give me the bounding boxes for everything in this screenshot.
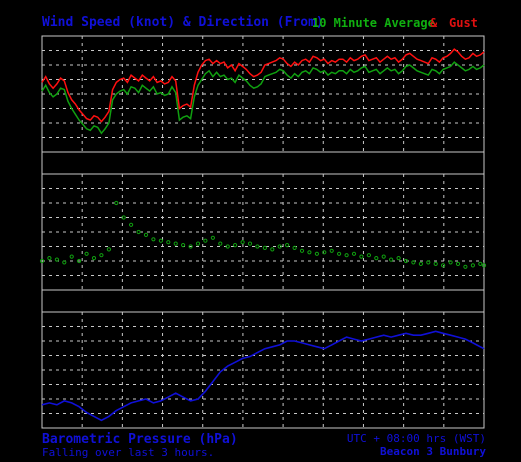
pressure-trend-text: Falling over last 3 hours. bbox=[42, 446, 215, 459]
barometric-pressure-panel bbox=[41, 311, 485, 429]
average-series-line bbox=[41, 61, 485, 135]
direction-point bbox=[84, 251, 89, 256]
legend-10-minute-average: 10 Minute Average bbox=[312, 16, 435, 30]
chart-title: Wind Speed (knot) & Direction (From) bbox=[42, 15, 324, 30]
direction-point bbox=[277, 244, 282, 249]
direction-point bbox=[270, 247, 275, 252]
direction-point bbox=[106, 247, 112, 252]
direction-point bbox=[225, 244, 230, 249]
panel-frame bbox=[41, 311, 485, 429]
panel-frame bbox=[41, 173, 485, 291]
direction-point bbox=[91, 256, 97, 261]
direction-point bbox=[337, 251, 342, 256]
panel-separator bbox=[41, 290, 485, 312]
direction-point bbox=[188, 244, 193, 249]
direction-point bbox=[218, 241, 223, 246]
direction-point bbox=[181, 243, 186, 248]
direction-point bbox=[470, 263, 475, 268]
direction-point bbox=[433, 261, 438, 266]
direction-point bbox=[262, 245, 267, 250]
direction-point bbox=[195, 241, 201, 246]
direction-point bbox=[39, 258, 45, 264]
direction-point bbox=[307, 250, 312, 255]
utc-offset-label: UTC + 08:00 hrs (WST) bbox=[346, 432, 486, 445]
direction-point bbox=[322, 250, 327, 255]
direction-point bbox=[344, 253, 349, 258]
direction-point bbox=[121, 215, 126, 220]
barometric-pressure-title: Barometric Pressure (hPa) bbox=[42, 432, 238, 447]
direction-point bbox=[114, 200, 119, 206]
direction-point bbox=[463, 264, 468, 269]
direction-point bbox=[285, 243, 290, 248]
direction-point bbox=[240, 240, 245, 245]
direction-point bbox=[166, 240, 171, 245]
direction-point bbox=[396, 256, 401, 261]
direction-point bbox=[374, 256, 379, 261]
direction-point bbox=[481, 263, 487, 268]
direction-point bbox=[255, 244, 260, 249]
direction-point bbox=[129, 222, 134, 227]
direction-point bbox=[54, 257, 60, 262]
gust-series-line bbox=[41, 48, 485, 123]
direction-point bbox=[418, 261, 423, 266]
direction-point bbox=[69, 254, 74, 259]
direction-point bbox=[158, 238, 163, 243]
direction-point bbox=[403, 258, 409, 264]
direction-point bbox=[381, 254, 386, 259]
direction-point bbox=[99, 253, 104, 258]
pressure-series-line bbox=[41, 330, 485, 422]
direction-point bbox=[441, 263, 446, 268]
direction-point bbox=[62, 260, 67, 265]
direction-point bbox=[233, 243, 238, 248]
legend-gust: Gust bbox=[449, 16, 478, 30]
direction-point bbox=[247, 241, 253, 246]
direction-point bbox=[389, 257, 394, 262]
direction-point bbox=[455, 261, 461, 266]
legend-ampersand: & bbox=[430, 16, 438, 30]
direction-point bbox=[299, 248, 305, 253]
direction-point bbox=[173, 241, 178, 246]
direction-point bbox=[143, 232, 149, 237]
direction-point bbox=[203, 238, 208, 243]
direction-point bbox=[136, 229, 141, 235]
station-name: Beacon 3 Bunbury bbox=[380, 445, 486, 458]
direction-point bbox=[329, 248, 334, 253]
direction-point bbox=[47, 256, 52, 261]
wind-speed-panel bbox=[41, 35, 485, 153]
direction-point bbox=[366, 253, 371, 258]
direction-point bbox=[478, 261, 483, 266]
direction-point bbox=[426, 260, 431, 265]
direction-point bbox=[314, 251, 319, 256]
direction-point bbox=[411, 260, 416, 265]
direction-point bbox=[448, 260, 453, 265]
direction-point bbox=[351, 251, 357, 256]
direction-point bbox=[292, 245, 297, 250]
direction-point bbox=[359, 254, 364, 259]
panel-separator bbox=[41, 152, 485, 174]
direction-point bbox=[210, 235, 215, 240]
panel-frame bbox=[41, 35, 485, 153]
direction-point bbox=[77, 258, 82, 264]
direction-point bbox=[151, 237, 156, 242]
wind-direction-panel bbox=[39, 173, 487, 291]
